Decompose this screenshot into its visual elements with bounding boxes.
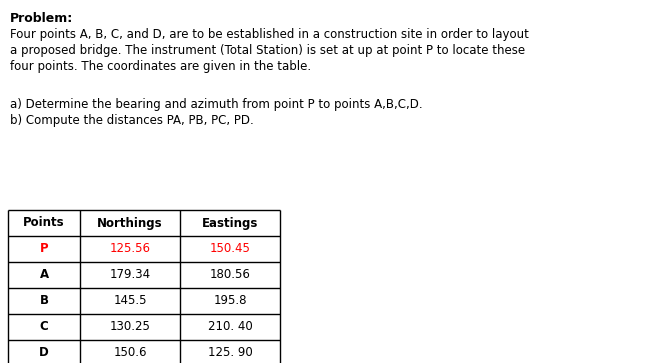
Text: D: D: [39, 347, 49, 359]
Text: a proposed bridge. The instrument (Total Station) is set at up at point P to loc: a proposed bridge. The instrument (Total…: [10, 44, 525, 57]
Text: 145.5: 145.5: [113, 294, 147, 307]
Text: 179.34: 179.34: [110, 269, 151, 281]
Text: 210. 40: 210. 40: [208, 321, 252, 334]
Text: Points: Points: [24, 216, 65, 229]
Text: P: P: [40, 242, 48, 256]
Text: 125. 90: 125. 90: [208, 347, 252, 359]
Text: 180.56: 180.56: [210, 269, 251, 281]
Text: B: B: [39, 294, 48, 307]
Text: C: C: [40, 321, 48, 334]
Text: 130.25: 130.25: [110, 321, 150, 334]
Text: b) Compute the distances PA, PB, PC, PD.: b) Compute the distances PA, PB, PC, PD.: [10, 114, 254, 127]
Text: 150.45: 150.45: [210, 242, 251, 256]
Text: four points. The coordinates are given in the table.: four points. The coordinates are given i…: [10, 60, 311, 73]
Text: Four points A, B, C, and D, are to be established in a construction site in orde: Four points A, B, C, and D, are to be es…: [10, 28, 529, 41]
Text: Eastings: Eastings: [202, 216, 258, 229]
Text: A: A: [39, 269, 48, 281]
Text: Northings: Northings: [97, 216, 163, 229]
Text: 195.8: 195.8: [214, 294, 247, 307]
Text: 125.56: 125.56: [110, 242, 150, 256]
Text: a) Determine the bearing and azimuth from point P to points A,B,C,D.: a) Determine the bearing and azimuth fro…: [10, 98, 422, 111]
Text: 150.6: 150.6: [113, 347, 147, 359]
Text: Problem:: Problem:: [10, 12, 73, 25]
